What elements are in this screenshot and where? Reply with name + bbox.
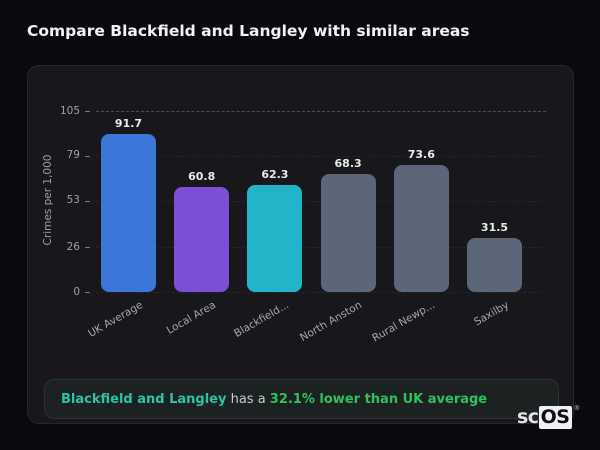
- note-connector: has a: [226, 391, 270, 407]
- y-tick-label: 0: [73, 285, 80, 298]
- y-tick-mark: [85, 292, 90, 293]
- gridline: [96, 292, 546, 293]
- bar-blackfield[interactable]: [247, 184, 303, 292]
- gridline: [96, 155, 546, 157]
- bar-chart: Crimes per 1,000 0 26 53 79 105 91.7 UK Averag…: [28, 66, 573, 423]
- bar-north-anston[interactable]: [320, 174, 376, 292]
- y-tick-label: 105: [59, 104, 80, 117]
- x-axis-label: Rural Newp...: [370, 299, 438, 345]
- logo-prefix: sc: [517, 406, 539, 428]
- bar-value-label: 60.8: [188, 170, 216, 184]
- page-title: Compare Blackfield and Langley with simi…: [27, 22, 470, 40]
- y-tick-label: 26: [66, 240, 80, 253]
- logo-suffix: OS: [538, 406, 573, 429]
- y-tick-mark: [85, 155, 90, 157]
- note-highlight: 32.1% lower than UK average: [269, 391, 488, 407]
- y-tick-label: 53: [66, 194, 80, 207]
- bar-value-label: 73.6: [407, 148, 435, 162]
- y-tick-mark: [85, 247, 90, 249]
- scos-logo: sc OS ®: [517, 404, 581, 429]
- y-tick-label: 79: [66, 149, 80, 162]
- x-axis-label: Saxilby: [471, 299, 511, 329]
- note-subject: Blackfield and Langley: [61, 391, 227, 407]
- insight-note: Blackfield and Langley has a 32.1% lower…: [44, 379, 559, 419]
- bar-uk-average[interactable]: [101, 133, 156, 292]
- bar-local-area[interactable]: [174, 187, 230, 292]
- bar-value-label: 31.5: [480, 220, 509, 234]
- bar-value-label: 68.3: [334, 157, 362, 171]
- x-axis-label: Blackfield...: [231, 299, 291, 340]
- registered-trademark-icon: ®: [573, 404, 581, 412]
- gridline: [96, 111, 546, 112]
- x-axis-label: Local Area: [164, 299, 218, 337]
- bar-value-label: 91.7: [114, 116, 143, 130]
- x-axis-label: UK Average: [85, 299, 145, 340]
- x-axis-label: North Anston: [298, 299, 365, 345]
- bar-value-label: 62.3: [261, 167, 289, 181]
- bar-rural-newp[interactable]: [393, 165, 449, 292]
- y-tick-mark: [85, 111, 90, 112]
- y-tick-mark: [85, 200, 90, 202]
- chart-card: Crimes per 1,000 0 26 53 79 105 91.7 UK Averag…: [27, 65, 574, 424]
- insight-note-text: Blackfield and Langley has a 32.1% lower…: [61, 392, 487, 407]
- bar-saxilby[interactable]: [467, 237, 522, 292]
